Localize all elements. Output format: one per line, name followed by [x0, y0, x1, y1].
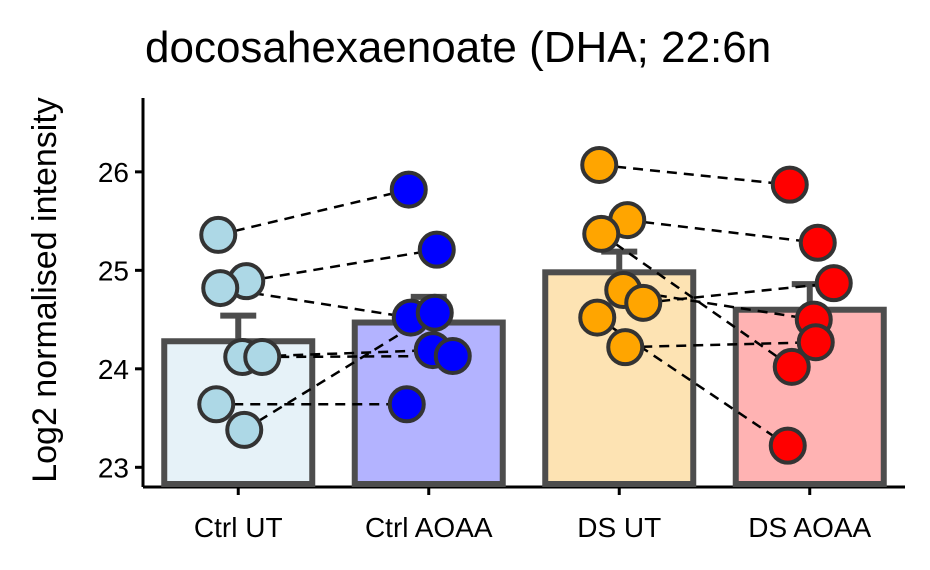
data-point [389, 170, 428, 209]
data-point [243, 338, 282, 377]
data-point [387, 385, 426, 424]
chart-title: docosahexaenoate (DHA; 22:6n [145, 23, 771, 72]
pair-line [243, 311, 436, 431]
data-point [199, 215, 238, 254]
data-point [770, 165, 809, 204]
data-point [201, 269, 240, 308]
data-point [624, 283, 663, 322]
pair-line [246, 248, 437, 283]
data-point [798, 223, 837, 262]
y-tick-label: 26 [98, 157, 129, 188]
y-axis-label: Log2 normalised intensity [26, 97, 64, 483]
x-tick-label: Ctrl UT [194, 512, 283, 543]
data-point [606, 328, 645, 367]
data-point [772, 347, 811, 386]
data-point [582, 214, 621, 253]
data-point [796, 323, 835, 362]
data-point [433, 337, 472, 376]
pair-line [220, 286, 411, 319]
pair-line [627, 218, 818, 245]
data-point [415, 293, 454, 332]
error-bar [220, 312, 257, 342]
data-point [580, 145, 619, 184]
data-point [225, 410, 264, 449]
data-point [578, 298, 617, 337]
pair-line [643, 281, 834, 305]
y-tick-label: 25 [98, 255, 129, 286]
data-point [768, 426, 807, 465]
data-point [417, 230, 456, 269]
pair-line [242, 348, 433, 359]
pair-line [625, 340, 816, 349]
y-tick-label: 23 [98, 452, 129, 483]
data-point [197, 385, 236, 424]
pair-line [623, 288, 814, 321]
x-tick-label: DS AOAA [748, 512, 871, 543]
pair-line [599, 163, 790, 186]
x-tick-label: Ctrl AOAA [365, 512, 493, 543]
data-point [814, 264, 853, 303]
pair-line [600, 232, 793, 368]
y-tick-label: 24 [98, 354, 129, 385]
pair-line [217, 188, 410, 237]
x-tick-label: DS UT [577, 512, 661, 543]
